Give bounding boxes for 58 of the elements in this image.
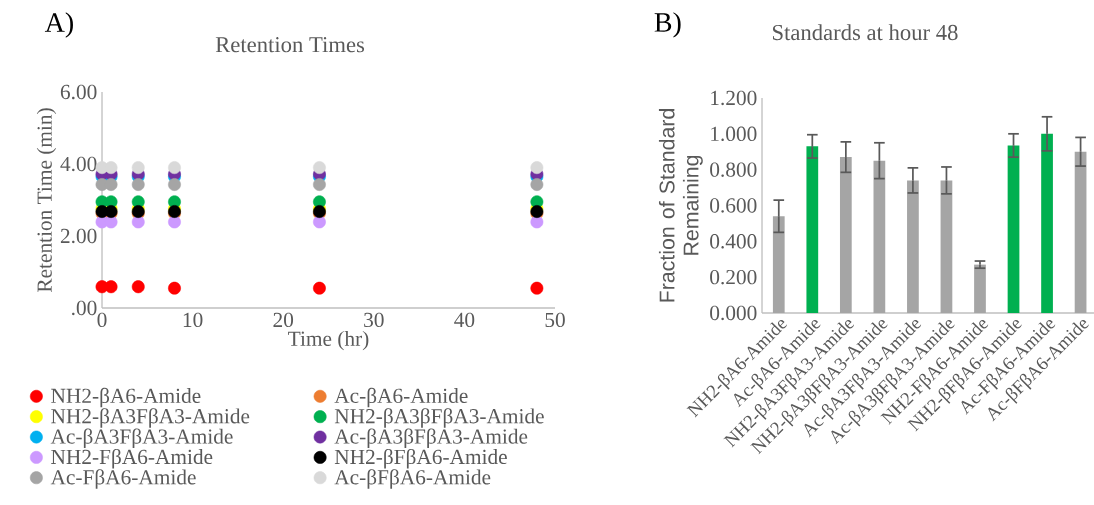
legend-label: NH2-βFβA6-Amide (334, 448, 507, 469)
point (168, 215, 181, 229)
bar (1007, 145, 1020, 313)
point (168, 281, 181, 295)
point (131, 215, 145, 229)
point (530, 178, 544, 191)
point (530, 215, 544, 229)
bar (1074, 151, 1087, 313)
x-tick-label: 0 (97, 312, 107, 328)
bar (940, 180, 953, 313)
x-tick-label: 10 (183, 312, 203, 328)
x-tick-label: 40 (454, 312, 475, 328)
legend-label: NH2-FβA6-Amide (51, 448, 213, 469)
bar (907, 180, 919, 313)
bar (839, 157, 852, 313)
point (104, 280, 118, 294)
point (104, 161, 118, 174)
legend-label: Ac-FβA6-Amide (50, 469, 196, 489)
bar (974, 264, 986, 313)
text: A) (44, 12, 73, 38)
point (313, 178, 326, 191)
bar (806, 146, 819, 313)
y-tick-label: 1.000 (711, 126, 757, 142)
x-tick-label: 20 (273, 312, 294, 328)
x-tick-label: 30 (364, 312, 384, 328)
y-axis-title: Retention Time (min) (36, 108, 57, 293)
point (104, 178, 118, 191)
y-tick-label: 4.00 (60, 156, 97, 172)
legend-label: Ac-βFβA6-Amide (334, 469, 491, 489)
y-tick-label: 0.800 (710, 162, 757, 177)
y-tick-label: 0.000 (710, 305, 757, 321)
point (131, 178, 145, 191)
point (131, 161, 145, 174)
x-axis-title: Time (hr) (288, 330, 369, 351)
y-axis-title: Fraction of Standard Remaining (658, 109, 703, 302)
point (168, 178, 181, 191)
point (131, 280, 145, 294)
y-tick-label: 6.00 (60, 84, 97, 100)
point (104, 215, 118, 229)
x-tick-label: 50 (545, 312, 565, 328)
point (313, 281, 326, 295)
point (313, 215, 326, 229)
chart-title: Retention Times (215, 37, 365, 53)
y-tick-label: 0.200 (710, 269, 757, 285)
chart-title: Standards at hour 48 (772, 24, 958, 41)
bar (1041, 133, 1053, 313)
y-tick-label: .00 (72, 300, 97, 316)
text: B) (654, 12, 681, 38)
y-tick-label: 2.00 (60, 228, 97, 244)
y-tick-label: 0.400 (710, 234, 757, 249)
y-tick-label: 1.200 (711, 90, 757, 106)
point (313, 161, 326, 174)
point (530, 281, 544, 295)
point (168, 161, 181, 174)
y-tick-label: 0.600 (710, 198, 757, 213)
bar (873, 160, 886, 313)
point (530, 161, 544, 174)
bar (772, 216, 785, 313)
